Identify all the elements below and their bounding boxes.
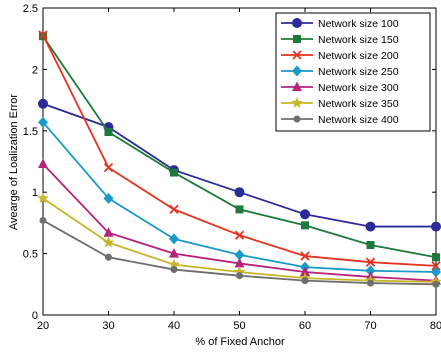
legend-item: Network size 350 bbox=[281, 97, 399, 110]
data-point bbox=[301, 221, 309, 230]
data-point bbox=[365, 257, 376, 267]
x-tick-label: 40 bbox=[168, 320, 180, 332]
data-point bbox=[236, 272, 243, 280]
legend-item: Network size 100 bbox=[281, 18, 399, 30]
legend-marker bbox=[292, 65, 302, 77]
data-point-stroke bbox=[103, 163, 114, 173]
data-point bbox=[37, 192, 49, 204]
data-point-stroke bbox=[365, 257, 376, 267]
y-tick-label: 1 bbox=[32, 187, 38, 199]
data-point bbox=[169, 233, 179, 245]
x-tick-label: 30 bbox=[102, 320, 114, 332]
data-point bbox=[301, 277, 309, 285]
data-point bbox=[432, 280, 440, 288]
legend-label: Network size 400 bbox=[318, 114, 399, 126]
data-point bbox=[432, 253, 440, 262]
legend-item: Network size 250 bbox=[281, 65, 399, 78]
legend-box bbox=[275, 12, 431, 132]
data-point bbox=[104, 128, 113, 137]
legend-item: Network size 200 bbox=[281, 50, 399, 62]
legend-item: Network size 150 bbox=[281, 34, 399, 46]
data-point bbox=[431, 221, 441, 232]
data-point bbox=[103, 227, 114, 237]
series-7 bbox=[39, 216, 440, 288]
data-point bbox=[38, 116, 48, 128]
data-point-stroke bbox=[300, 251, 310, 261]
data-point bbox=[39, 216, 47, 224]
data-point bbox=[168, 258, 180, 270]
data-point bbox=[235, 205, 244, 214]
data-point bbox=[170, 168, 178, 177]
legend-label: Network size 150 bbox=[318, 34, 399, 46]
series-4 bbox=[38, 116, 441, 278]
axis-ticks: 20 30 40 50 60 70 80 0 0.5 1 1.5 2 2.5 bbox=[23, 3, 441, 332]
data-point bbox=[103, 192, 114, 204]
x-tick-label: 60 bbox=[299, 320, 311, 332]
data-point bbox=[234, 249, 245, 261]
legend-marker bbox=[292, 18, 302, 28]
series-layer bbox=[37, 30, 441, 288]
data-point bbox=[105, 253, 112, 261]
x-tick-label: 50 bbox=[233, 320, 245, 332]
data-point bbox=[170, 266, 178, 274]
data-point bbox=[234, 230, 245, 240]
x-tick-label: 20 bbox=[37, 320, 49, 332]
data-point bbox=[367, 279, 374, 287]
x-axis-label: % of Fixed Anchor bbox=[195, 336, 285, 348]
legend-label: Network size 200 bbox=[318, 50, 399, 62]
data-point bbox=[300, 266, 310, 277]
data-point bbox=[233, 266, 246, 277]
legend-label: Network size 300 bbox=[318, 82, 399, 94]
data-point-stroke bbox=[38, 30, 48, 40]
data-point bbox=[366, 241, 375, 250]
y-tick-label: 2.5 bbox=[23, 3, 38, 15]
data-point bbox=[431, 261, 441, 271]
x-tick-label: 70 bbox=[364, 320, 376, 332]
legend-label: Network size 100 bbox=[318, 18, 399, 30]
x-tick-label: 80 bbox=[430, 320, 441, 332]
legend-label: Network size 350 bbox=[318, 98, 399, 110]
data-point bbox=[300, 209, 310, 220]
data-point bbox=[38, 158, 48, 168]
data-point bbox=[169, 204, 179, 215]
series-1 bbox=[38, 98, 441, 232]
data-point bbox=[103, 163, 114, 173]
data-point bbox=[234, 187, 245, 198]
data-point bbox=[102, 236, 115, 248]
y-tick-label: 0.5 bbox=[23, 249, 38, 261]
legend-marker bbox=[293, 115, 301, 123]
data-point-stroke bbox=[169, 204, 179, 215]
data-point bbox=[169, 248, 179, 258]
y-tick-label: 1.5 bbox=[23, 126, 38, 138]
series-3 bbox=[38, 30, 441, 271]
legend-label: Network size 250 bbox=[318, 66, 399, 78]
data-point bbox=[234, 257, 245, 268]
legend-marker bbox=[293, 35, 301, 43]
data-point-stroke bbox=[234, 230, 245, 240]
data-point bbox=[300, 251, 310, 261]
legend: Network size 100 Network size 150 Network … bbox=[275, 12, 431, 132]
data-point bbox=[431, 266, 441, 278]
legend-marker bbox=[291, 97, 303, 108]
y-axis-label: Avearge of Loalization Error bbox=[8, 94, 20, 230]
data-point-stroke bbox=[431, 261, 441, 271]
y-tick-label: 2 bbox=[32, 64, 38, 76]
data-point bbox=[365, 265, 376, 277]
legend-marker bbox=[292, 81, 302, 91]
legend-marker bbox=[292, 50, 302, 60]
legend-marker-stroke bbox=[292, 50, 302, 60]
legend-item: Network size 400 bbox=[281, 114, 399, 126]
data-point bbox=[38, 30, 48, 40]
legend-item: Network size 300 bbox=[281, 81, 399, 94]
data-point bbox=[365, 221, 376, 232]
data-point bbox=[38, 98, 48, 109]
y-tick-label: 0 bbox=[32, 310, 38, 322]
